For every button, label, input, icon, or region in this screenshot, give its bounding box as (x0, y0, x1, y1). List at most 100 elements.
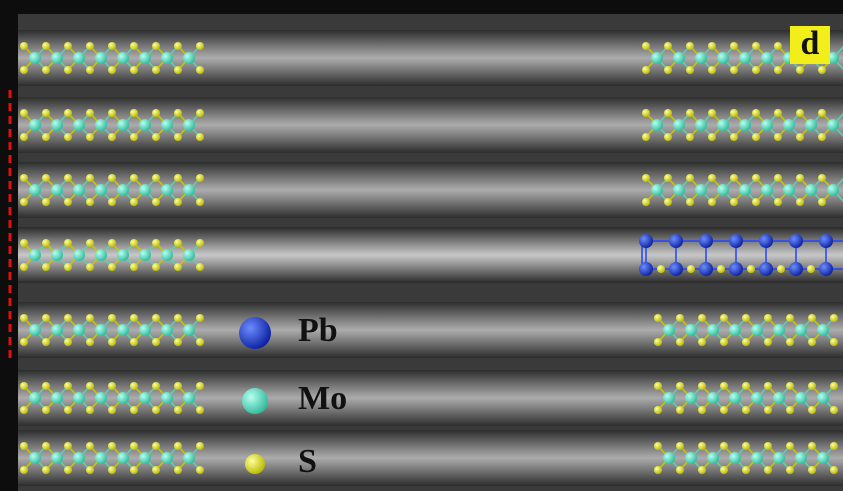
s-atom (174, 133, 182, 141)
s-atom (196, 198, 204, 206)
s-atom (742, 406, 750, 414)
legend-label: S (298, 443, 317, 480)
s-atom (752, 133, 760, 141)
s-atom (774, 198, 782, 206)
s-atom (130, 239, 138, 247)
s-atom (686, 42, 694, 50)
s-atom (687, 265, 695, 273)
s-atom (174, 198, 182, 206)
legend-mo-atom (242, 388, 268, 414)
s-atom (764, 442, 772, 450)
s-atom (130, 314, 138, 322)
s-atom (196, 263, 204, 271)
s-atom (742, 442, 750, 450)
mo-atom (139, 452, 151, 464)
s-atom (130, 133, 138, 141)
mo-atom (139, 392, 151, 404)
pb-atom (699, 234, 713, 248)
s-atom (196, 239, 204, 247)
mo-atom (729, 324, 741, 336)
mo-atom (827, 119, 839, 131)
s-atom (654, 466, 662, 474)
s-atom (818, 66, 826, 74)
pb-atom (669, 234, 683, 248)
s-atom (42, 66, 50, 74)
mo-atom (817, 324, 829, 336)
s-atom (774, 66, 782, 74)
s-atom (808, 338, 816, 346)
s-atom (664, 174, 672, 182)
s-atom (654, 406, 662, 414)
s-atom (796, 174, 804, 182)
mo-atom (751, 452, 763, 464)
mo-atom (95, 249, 107, 261)
mo-atom (29, 392, 41, 404)
s-atom (86, 466, 94, 474)
s-atom (742, 338, 750, 346)
s-atom (686, 198, 694, 206)
s-atom (130, 466, 138, 474)
mo-atom (707, 324, 719, 336)
mo-atom (183, 119, 195, 131)
s-atom (796, 133, 804, 141)
s-atom (152, 338, 160, 346)
s-atom (698, 338, 706, 346)
s-atom (764, 338, 772, 346)
s-atom (20, 66, 28, 74)
s-atom (730, 133, 738, 141)
s-atom (130, 198, 138, 206)
mo-atom (73, 52, 85, 64)
mo-atom (707, 452, 719, 464)
s-atom (64, 382, 72, 390)
mo-atom (707, 392, 719, 404)
s-atom (42, 174, 50, 182)
mo-atom (51, 452, 63, 464)
s-atom (752, 109, 760, 117)
mo-atom (51, 392, 63, 404)
s-atom (730, 198, 738, 206)
s-atom (808, 314, 816, 322)
mo-atom (73, 452, 85, 464)
mo-atom (795, 324, 807, 336)
s-atom (686, 66, 694, 74)
s-atom (86, 406, 94, 414)
s-atom (20, 442, 28, 450)
s-atom (20, 263, 28, 271)
mo-atom (117, 184, 129, 196)
s-atom (774, 109, 782, 117)
mo-atom (739, 184, 751, 196)
s-atom (786, 466, 794, 474)
mo-atom (651, 184, 663, 196)
s-atom (130, 66, 138, 74)
s-atom (174, 442, 182, 450)
s-atom (708, 174, 716, 182)
s-atom (152, 239, 160, 247)
s-atom (698, 382, 706, 390)
s-atom (196, 442, 204, 450)
pb-atom (759, 262, 773, 276)
mo-atom (663, 452, 675, 464)
s-atom (698, 442, 706, 450)
mo-atom (117, 324, 129, 336)
s-atom (130, 109, 138, 117)
mo-atom (783, 119, 795, 131)
s-atom (654, 442, 662, 450)
mo-atom (161, 452, 173, 464)
s-atom (196, 42, 204, 50)
mo-atom (183, 324, 195, 336)
s-atom (808, 382, 816, 390)
pb-atom (819, 262, 833, 276)
s-atom (174, 406, 182, 414)
s-atom (86, 109, 94, 117)
s-atom (42, 382, 50, 390)
s-atom (152, 66, 160, 74)
s-atom (20, 406, 28, 414)
mo-atom (183, 184, 195, 196)
mo-atom (651, 119, 663, 131)
s-atom (42, 466, 50, 474)
s-atom (174, 263, 182, 271)
mo-atom (161, 119, 173, 131)
mo-atom (73, 392, 85, 404)
mo-atom (773, 392, 785, 404)
mo-atom (117, 119, 129, 131)
